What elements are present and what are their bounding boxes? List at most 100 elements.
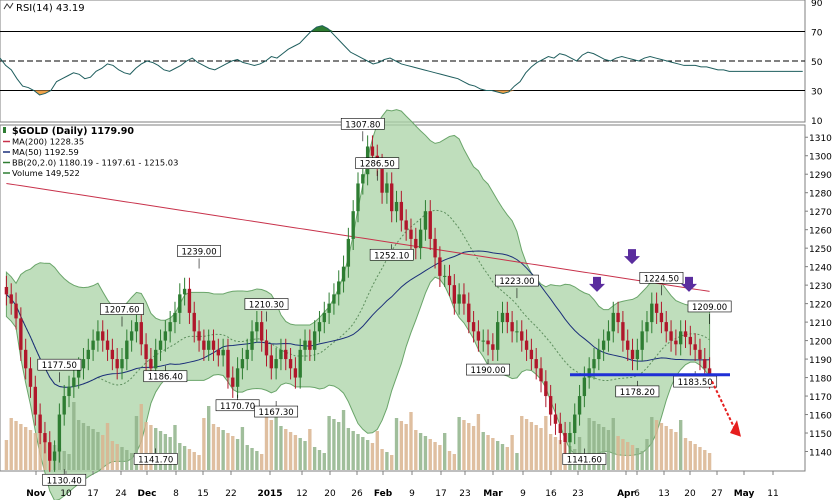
volume-bar	[72, 402, 76, 470]
volume-bar	[409, 412, 413, 470]
candle-body	[558, 423, 562, 434]
candle-body	[539, 368, 543, 382]
price-label: 1239.00	[181, 247, 216, 257]
price-label-box	[369, 248, 414, 261]
volume-bar	[38, 421, 42, 470]
volume-bar	[139, 404, 143, 470]
volume-bar	[524, 419, 529, 470]
candle-body	[110, 349, 115, 360]
candle-body	[529, 349, 534, 360]
volume-bar	[274, 408, 278, 470]
volume-bar	[337, 422, 341, 470]
volume-bar	[226, 433, 230, 470]
candle-body	[327, 303, 331, 313]
candle-body	[693, 344, 697, 350]
volume-bar	[399, 421, 404, 470]
forecast-arrow-line	[711, 380, 736, 430]
volume-bar	[558, 440, 562, 470]
volume-bar	[418, 433, 423, 470]
price-label: 1210.30	[249, 301, 284, 311]
candle-body	[601, 340, 606, 350]
volume-bar	[688, 441, 693, 470]
candle-body	[654, 303, 659, 313]
volume-bar	[245, 445, 249, 470]
volume-bar	[515, 453, 519, 470]
candle-body	[284, 349, 288, 360]
volume-bar	[683, 438, 688, 470]
volume-bar	[14, 421, 18, 470]
volume-bar	[529, 422, 534, 470]
x-tick-label: 20	[684, 489, 696, 499]
candle-body	[418, 229, 423, 249]
price-label: 1170.70	[220, 402, 255, 412]
rsi-label: RSI(14) 43.19	[16, 3, 85, 14]
price-tick-label: 1180	[809, 375, 832, 385]
price-tick-label: 1230	[809, 282, 832, 292]
price-tick-label: 1200	[809, 338, 832, 348]
volume-bar	[505, 447, 509, 470]
x-tick-label: 13	[658, 489, 669, 499]
candle-body	[587, 368, 591, 378]
volume-bar	[293, 435, 298, 470]
x-tick-label: 11	[767, 489, 778, 499]
volume-bar	[264, 417, 269, 470]
candle-body	[288, 359, 293, 369]
candle-body	[139, 322, 143, 345]
volume-bar	[149, 425, 153, 470]
x-tick-label: 22	[225, 489, 236, 499]
candle-body	[515, 331, 519, 333]
price-label-box	[177, 245, 221, 257]
volume-bar	[495, 441, 500, 470]
candle-body	[187, 288, 192, 313]
volume-bar	[279, 426, 283, 470]
volume-bar	[105, 423, 110, 470]
price-tick-label: 1250	[809, 245, 832, 255]
volume-bar	[351, 431, 355, 470]
candle-body	[202, 340, 206, 350]
price-tick-label: 1240	[809, 264, 832, 274]
x-tick-label: May	[734, 489, 755, 499]
volume-bar	[327, 416, 331, 470]
candle-body	[52, 451, 57, 461]
volume-bar	[197, 455, 201, 470]
volume-bar	[476, 414, 481, 470]
volume-bar	[390, 455, 394, 470]
volume-bar	[370, 443, 375, 470]
legend-entry: MA(200) 1228.35	[12, 137, 84, 147]
volume-bar	[471, 426, 476, 470]
candle-body	[520, 331, 524, 341]
volume-bar	[202, 418, 206, 470]
candle-body	[91, 340, 95, 350]
candle-body	[447, 275, 452, 286]
candle-body	[168, 322, 172, 332]
candle-body	[173, 312, 177, 323]
candle-body	[235, 368, 240, 387]
candle-body	[28, 368, 33, 387]
volume-bar	[707, 453, 712, 470]
candle-body	[505, 312, 509, 323]
candle-body	[428, 211, 432, 239]
volume-bar	[592, 421, 596, 470]
volume-bar	[587, 418, 591, 470]
price-tick-label: 1220	[809, 301, 832, 311]
volume-bar	[216, 427, 221, 470]
volume-bar	[62, 451, 66, 470]
volume-bar	[81, 423, 86, 470]
volume-bar	[240, 427, 245, 470]
volume-bar	[703, 450, 707, 470]
price-label-box	[466, 363, 510, 376]
candle-body	[524, 340, 529, 350]
volume-bar	[520, 416, 524, 470]
candle-body	[385, 183, 389, 193]
candle-body	[664, 322, 668, 332]
volume-bar	[597, 424, 601, 470]
candle-body	[129, 331, 134, 341]
candle-body	[120, 359, 124, 369]
volume-bar	[182, 446, 187, 470]
volume-bar	[553, 437, 558, 470]
price-label-box	[244, 298, 289, 310]
candle-body	[553, 414, 558, 424]
volume-bar	[23, 427, 28, 470]
volume-bar	[654, 420, 659, 470]
